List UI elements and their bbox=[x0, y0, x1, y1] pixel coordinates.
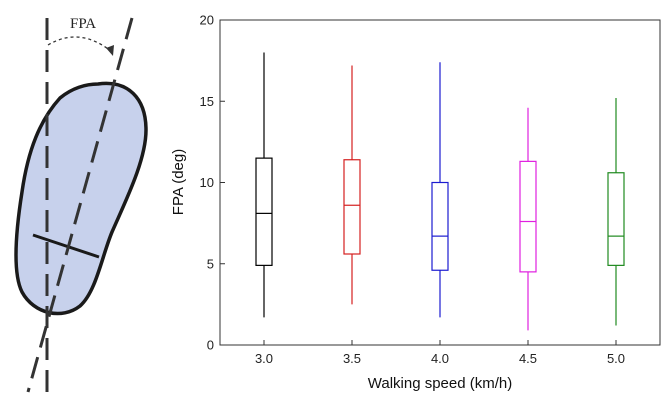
x-tick-label: 4.5 bbox=[519, 351, 537, 366]
x-axis: 3.0 3.5 4.0 4.5 5.0 bbox=[255, 340, 625, 366]
y-tick-label: 5 bbox=[207, 256, 214, 271]
y-tick-label: 20 bbox=[200, 13, 214, 28]
y-tick-label: 10 bbox=[200, 175, 214, 190]
y-axis-title: FPA (deg) bbox=[170, 149, 187, 215]
foot-progression-line bbox=[26, 17, 134, 393]
box-5.0 bbox=[607, 98, 625, 326]
box-iqr bbox=[607, 172, 625, 266]
foot-heel-line bbox=[32, 233, 100, 259]
box-iqr bbox=[255, 157, 273, 266]
box-3.0 bbox=[255, 52, 273, 318]
box-3.5 bbox=[343, 65, 361, 305]
x-tick-label: 4.0 bbox=[431, 351, 449, 366]
box-iqr bbox=[343, 159, 361, 255]
y-tick-label: 15 bbox=[200, 94, 214, 109]
box-iqr bbox=[519, 160, 537, 273]
fpa-angle-arc bbox=[47, 36, 113, 53]
foot-illustration: FPA bbox=[14, 16, 148, 393]
fpa-arrow-head bbox=[106, 45, 114, 56]
boxes bbox=[255, 52, 625, 331]
fpa-label: FPA bbox=[70, 16, 96, 32]
box-plot: 0 5 10 15 20 3.0 3.5 4.0 4.5 5.0 Walking speed (… bbox=[170, 13, 661, 392]
box-4.5 bbox=[519, 107, 537, 331]
foot-sole-shape bbox=[14, 81, 148, 316]
x-tick-label: 3.0 bbox=[255, 351, 273, 366]
x-axis-title: Walking speed (km/h) bbox=[368, 375, 513, 392]
y-tick-label: 0 bbox=[207, 338, 214, 353]
y-axis: 0 5 10 15 20 bbox=[200, 13, 225, 353]
box-4.0 bbox=[431, 62, 449, 318]
x-tick-label: 3.5 bbox=[343, 351, 361, 366]
x-tick-label: 5.0 bbox=[607, 351, 625, 366]
box-iqr bbox=[431, 181, 449, 271]
